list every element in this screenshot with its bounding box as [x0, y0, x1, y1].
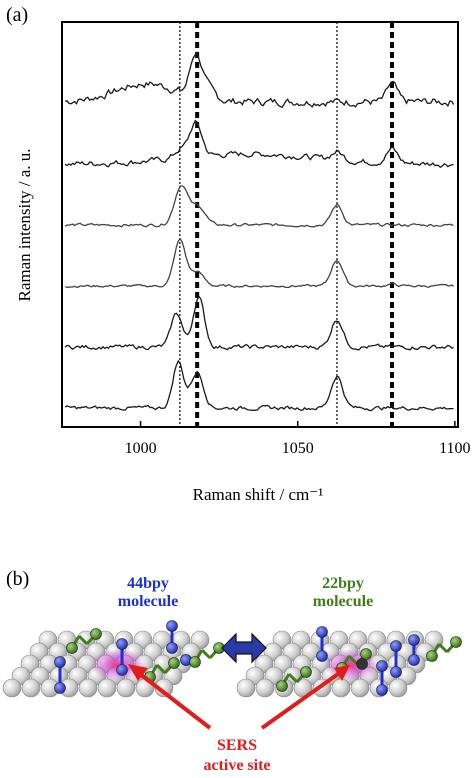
- spectrum-series-1: [64, 51, 455, 109]
- x-ticks: 1000 1050 1100: [125, 421, 471, 457]
- spectrum-series-5: [64, 295, 454, 351]
- molecule-atom: [390, 640, 402, 652]
- molecule-atom: [360, 648, 372, 660]
- molecule-atom: [90, 628, 102, 640]
- x-axis-label: Raman shift / cm⁻¹: [193, 485, 324, 504]
- molecule-bond: [77, 634, 89, 646]
- molecule-bond: [347, 654, 359, 666]
- surface-atom: [331, 678, 351, 698]
- molecule-atom: [408, 654, 420, 666]
- molecule-atom: [316, 650, 328, 662]
- molecule-bond: [437, 642, 449, 654]
- molecule-atom: [166, 620, 178, 632]
- molecule-atom: [450, 636, 462, 648]
- molecule-bond: [200, 648, 212, 660]
- molecule-atom: [168, 657, 180, 669]
- y-axis-label: Raman intensity / a. u.: [15, 149, 34, 302]
- molecule-atom: [166, 642, 178, 654]
- molecule-atom: [276, 680, 288, 692]
- molecule-atom: [408, 634, 420, 646]
- molecule-atom: [116, 664, 128, 676]
- spectrum-series-4: [64, 237, 454, 289]
- surface-atom: [236, 678, 256, 698]
- spectrum-series-3: [64, 185, 454, 228]
- sers-label: SERS: [217, 737, 257, 754]
- molecule-atom: [356, 658, 368, 670]
- molecules: [54, 620, 462, 696]
- active-site-label: active site: [203, 757, 270, 774]
- x-tick-label-1000: 1000: [125, 440, 157, 457]
- exchange-arrow-icon: [221, 632, 267, 664]
- molecule-atom: [390, 666, 402, 678]
- surface-atom: [78, 678, 98, 698]
- plot-frame: [61, 21, 459, 428]
- molecule-atom: [189, 656, 201, 668]
- x-tick-label-1100: 1100: [439, 440, 470, 457]
- surface-atom: [350, 678, 370, 698]
- molecule-atom: [54, 682, 66, 694]
- bpy44-label: 44bpy: [127, 575, 169, 592]
- surface-atom: [116, 678, 136, 698]
- spectrum-series-6: [64, 359, 454, 412]
- bpy22-label: 22bpy: [322, 575, 364, 592]
- surface-atom: [97, 678, 117, 698]
- panel-b-label: (b): [6, 568, 30, 590]
- x-tick-label-1050: 1050: [282, 440, 314, 457]
- surface-atom: [255, 678, 275, 698]
- molecule-atom: [426, 650, 438, 662]
- surface-atom: [388, 678, 408, 698]
- surface-atom: [21, 678, 41, 698]
- sers-scheme: 44bpy molecule 22bpy molecule SERS activ…: [2, 575, 462, 774]
- active-site-arrows: [128, 664, 350, 730]
- molecule-atom: [300, 666, 312, 678]
- molecule-atom: [316, 626, 328, 638]
- bpy44-molecule-label: molecule: [118, 593, 178, 610]
- molecule-bond: [287, 672, 299, 684]
- spectrum-series-2: [64, 119, 454, 169]
- hotspot-left: [90, 649, 146, 681]
- raman-spectra-chart: 1000 1050 1100 Raman shift / cm⁻¹ Raman in…: [15, 21, 471, 504]
- spectra-series: [64, 51, 455, 412]
- surface-atom: [2, 678, 22, 698]
- molecule-atom: [66, 642, 78, 654]
- molecule-bond: [155, 663, 167, 675]
- molecule-atom: [376, 684, 388, 696]
- reference-lines: [179, 22, 394, 427]
- molecule-atom: [54, 656, 66, 668]
- molecule-atom: [376, 660, 388, 672]
- molecule-atom: [116, 638, 128, 650]
- panel-a-label: (a): [6, 4, 29, 26]
- bpy22-molecule-label: molecule: [313, 593, 373, 610]
